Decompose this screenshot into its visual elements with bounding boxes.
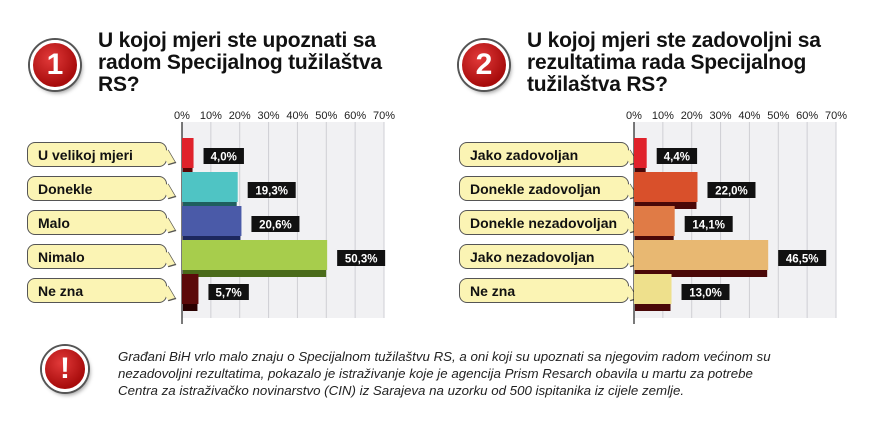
x-tick-label: 20% xyxy=(681,110,703,122)
category-label: Ne zna xyxy=(459,278,629,303)
value-label-box xyxy=(681,284,730,300)
value-label: 19,3% xyxy=(255,186,288,198)
x-tick-label: 50% xyxy=(767,110,789,122)
bar xyxy=(634,206,675,236)
summary-note: Građani BiH vrlo malo znaju o Specijalno… xyxy=(118,349,771,398)
bar xyxy=(182,172,238,202)
x-tick-label: 60% xyxy=(796,110,818,122)
value-label: 50,3% xyxy=(345,254,378,266)
x-tick-label: 30% xyxy=(258,110,280,122)
bar xyxy=(182,240,328,270)
bar xyxy=(182,206,242,236)
value-label: 13,0% xyxy=(689,288,722,300)
value-label-box xyxy=(656,148,698,164)
category-label: Donekle zadovoljan xyxy=(459,176,629,201)
bar xyxy=(634,172,698,202)
value-label-box xyxy=(251,216,300,232)
category-label: U velikoj mjeri xyxy=(27,142,167,167)
value-label: 4,0% xyxy=(211,152,237,164)
value-label: 46,5% xyxy=(786,254,819,266)
bar xyxy=(634,240,769,270)
category-label: Nimalo xyxy=(27,244,167,269)
chart-title-2: U kojoj mjeri ste zadovoljni sa rezultat… xyxy=(527,29,821,96)
value-label: 14,1% xyxy=(692,220,725,232)
chart-title-1: U kojoj mjeri ste upoznati sa radom Spec… xyxy=(98,29,382,96)
x-tick-label: 0% xyxy=(174,110,190,122)
x-tick-label: 10% xyxy=(652,110,674,122)
x-tick-label: 40% xyxy=(286,110,308,122)
x-tick-label: 70% xyxy=(825,110,847,122)
value-label: 20,6% xyxy=(259,220,292,232)
x-tick-label: 0% xyxy=(626,110,642,122)
question-number-badge-1: 1 xyxy=(30,40,80,90)
bar xyxy=(182,274,199,304)
x-tick-label: 10% xyxy=(200,110,222,122)
category-label: Jako nezadovoljan xyxy=(459,244,629,269)
value-label-box xyxy=(684,216,733,232)
category-label: Jako zadovoljan xyxy=(459,142,629,167)
category-label: Donekle xyxy=(27,176,167,201)
bar xyxy=(634,274,672,304)
value-label: 22,0% xyxy=(715,186,748,198)
bar xyxy=(634,138,647,168)
x-tick-label: 30% xyxy=(710,110,732,122)
value-label: 5,7% xyxy=(216,288,242,300)
category-label: Ne zna xyxy=(27,278,167,303)
value-label-box xyxy=(707,182,756,198)
x-tick-label: 70% xyxy=(373,110,395,122)
value-label-box xyxy=(337,250,386,266)
value-label: 4,4% xyxy=(664,152,690,164)
bar xyxy=(182,138,194,168)
x-tick-label: 40% xyxy=(738,110,760,122)
category-label: Malo xyxy=(27,210,167,235)
exclamation-icon: ! xyxy=(42,346,88,392)
x-tick-label: 20% xyxy=(229,110,251,122)
value-label-box xyxy=(247,182,296,198)
x-tick-label: 50% xyxy=(315,110,337,122)
category-label: Donekle nezadovoljan xyxy=(459,210,629,235)
question-number-badge-2: 2 xyxy=(459,40,509,90)
value-label-box xyxy=(208,284,249,300)
x-tick-label: 60% xyxy=(344,110,366,122)
value-label-box xyxy=(778,250,827,266)
value-label-box xyxy=(203,148,244,164)
